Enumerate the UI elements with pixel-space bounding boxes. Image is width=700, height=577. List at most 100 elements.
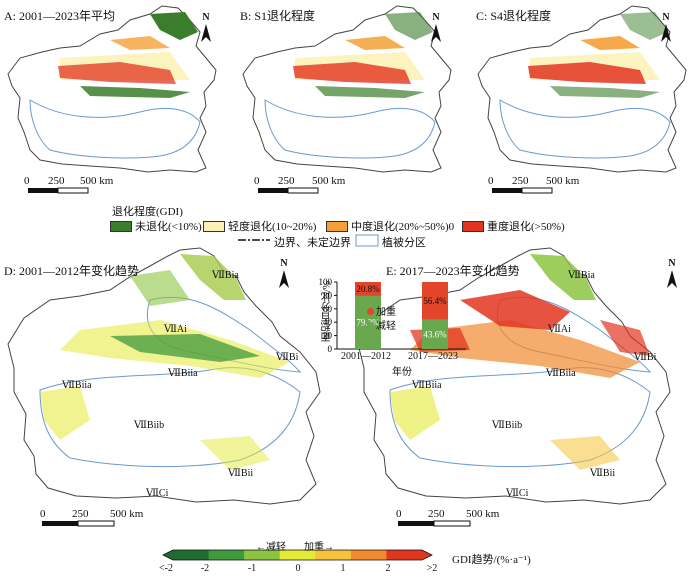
region-label: ⅦBii	[590, 468, 616, 479]
legend-boundary-label: 边界、未定边界	[274, 237, 351, 249]
legend-swatch	[326, 220, 348, 232]
region-label: ⅦBiia	[412, 380, 442, 391]
colorbar-tick-label: -2	[200, 563, 210, 574]
colorbar-segment	[244, 550, 281, 560]
scale-mid: 250	[512, 175, 529, 187]
colorbar-segment	[350, 550, 387, 560]
scale-mid: 250	[428, 508, 445, 520]
legend-swatch	[203, 220, 225, 232]
region-label: ⅦBiia	[546, 368, 576, 379]
inset-ytick-label: 80	[323, 290, 333, 300]
region-label: ⅦBiib	[492, 420, 523, 431]
region-label: ⅦBii	[228, 468, 254, 479]
legend-vegzone-label: 植被分区	[382, 237, 426, 249]
north-arrow-icon	[667, 270, 677, 288]
inset-ytick-label: 20	[323, 331, 333, 341]
map-panel-d	[7, 247, 321, 505]
region-label: ⅦBia	[568, 270, 595, 281]
inset-bar	[355, 282, 381, 296]
scale-bar-e	[398, 520, 471, 527]
colorbar-segment	[173, 550, 210, 560]
inset-xlabel: 年份	[392, 367, 412, 378]
colorbar	[162, 549, 433, 561]
inset-bar-label: 43.6%	[423, 329, 447, 339]
north-label: N	[662, 12, 670, 23]
region-label: ⅦAi	[548, 324, 571, 335]
scale-end: 500 km	[546, 175, 580, 187]
scale-mid: 250	[278, 175, 295, 187]
colorbar-tick-label: <-2	[159, 563, 173, 574]
colorbar-segment	[279, 550, 316, 560]
map-panel-c	[477, 5, 687, 173]
panel-title-e: E: 2017—2023年变化趋势	[386, 264, 520, 278]
north-arrow-icon	[431, 24, 441, 42]
north-arrow-icon	[279, 270, 289, 288]
north-label: N	[202, 12, 210, 23]
colorbar-left-arrow	[163, 550, 173, 560]
inset-ytick-label: 40	[323, 317, 333, 327]
colorbar-decrease-label: ←减轻	[256, 542, 286, 553]
region-label: ⅦCi	[506, 488, 529, 499]
scale-bar-a	[28, 187, 89, 194]
region-label: ⅦAi	[164, 324, 187, 335]
colorbar-segment	[315, 550, 352, 560]
colorbar-outline	[162, 549, 433, 561]
region-label: ⅦBiia	[62, 380, 92, 391]
north-label: N	[668, 258, 676, 269]
region-label: ⅦBi	[634, 352, 657, 363]
scale-zero: 0	[24, 175, 30, 187]
colorbar-tick-label: 2	[385, 563, 391, 574]
inset-bar-label: 56.4%	[423, 296, 447, 306]
colorbar-segment	[208, 550, 245, 560]
panel-title-b: B: S1退化程度	[240, 9, 316, 23]
region-label: ⅦBiib	[134, 420, 165, 431]
scale-zero: 0	[396, 508, 402, 520]
inset-legend-increase: 加重	[367, 303, 396, 318]
scale-bar-d	[42, 520, 115, 527]
legend-title: 退化程度(GDI)	[112, 206, 183, 218]
region-label: ⅦCi	[146, 488, 169, 499]
inset-legend-decrease: 减轻	[367, 317, 396, 332]
inset-bar	[422, 319, 448, 349]
scale-end: 500 km	[110, 508, 144, 520]
inset-ylabel: 面积百分比/%	[322, 280, 333, 342]
colorbar-tick-label: 1	[340, 563, 346, 574]
north-label: N	[432, 12, 440, 23]
scale-zero: 0	[488, 175, 494, 187]
inset-bar	[422, 282, 448, 320]
legend-item-none: 未退化(<10%)	[110, 218, 202, 234]
colorbar-tick-label: >2	[426, 563, 438, 574]
panel-title-d: D: 2001—2012年变化趋势	[4, 264, 140, 278]
scale-mid: 250	[72, 508, 89, 520]
map-panel-b	[242, 5, 452, 173]
scale-bar-c	[492, 187, 553, 194]
scale-end: 500 km	[80, 175, 114, 187]
legend-swatch	[462, 220, 484, 232]
map-panel-a	[7, 5, 217, 173]
inset-ytick-label: 0	[328, 344, 333, 354]
panel-title-c: C: S4退化程度	[476, 9, 552, 23]
scale-zero: 0	[254, 175, 260, 187]
scale-end: 500 km	[312, 175, 346, 187]
scale-bar-b	[258, 187, 319, 194]
inset-category: 2017—2023	[408, 351, 458, 362]
vegzone-swatch	[355, 234, 379, 247]
inset-ytick-label: 100	[319, 277, 333, 287]
north-label: N	[280, 258, 288, 269]
region-label: ⅦBiia	[168, 368, 198, 379]
north-arrow-icon	[201, 24, 211, 42]
colorbar-segment	[386, 550, 423, 560]
region-label: ⅦBi	[276, 352, 299, 363]
colorbar-tick-label: -1	[247, 563, 257, 574]
colorbar-tick-label: 0	[295, 563, 301, 574]
legend-item-light: 轻度退化(10~20%)	[203, 218, 316, 234]
legend-swatch	[110, 220, 132, 232]
scale-mid: 250	[48, 175, 65, 187]
legend-item-moderate: 中度退化(20%~50%)0	[326, 218, 454, 234]
inset-category: 2001—2012	[341, 351, 391, 362]
panel-title-a: A: 2001—2023年平均	[4, 9, 116, 23]
scale-zero: 0	[40, 508, 46, 520]
inset-bar-label: 20.8%	[356, 284, 380, 294]
